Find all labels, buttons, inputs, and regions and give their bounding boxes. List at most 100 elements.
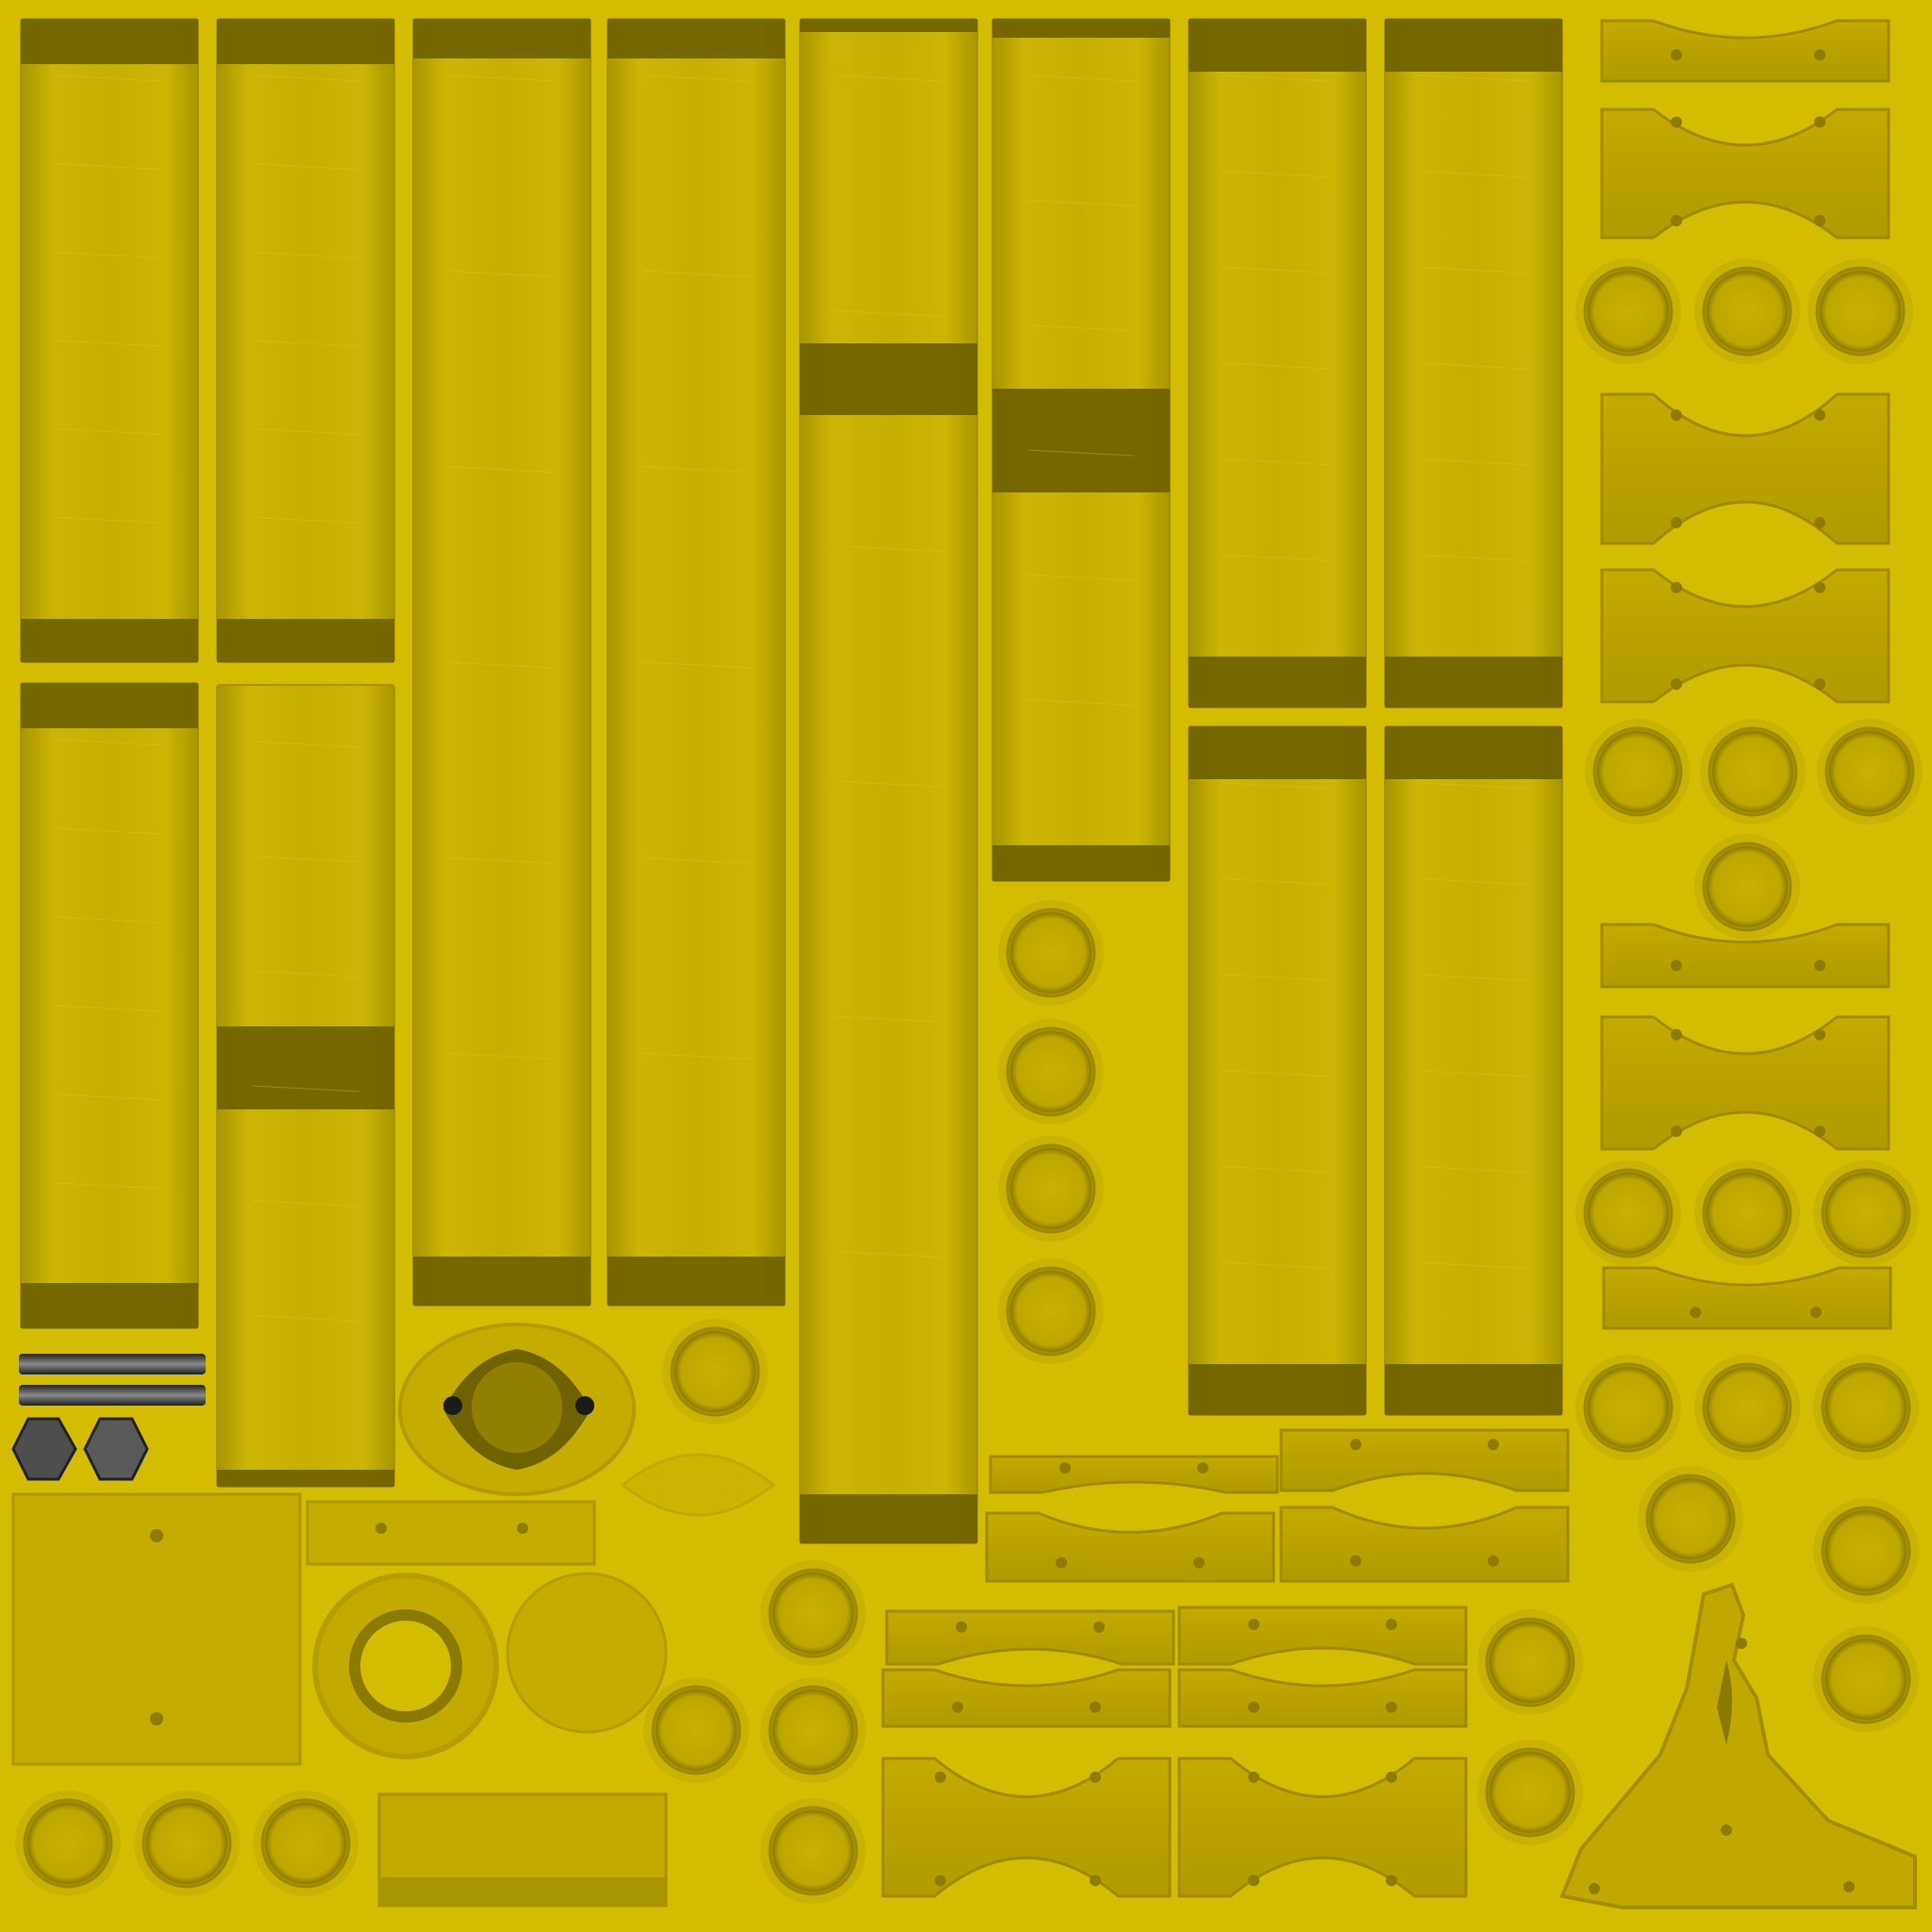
plank-scratch <box>252 741 359 748</box>
screw-hole <box>1671 959 1683 972</box>
plank-scratch <box>56 1182 163 1190</box>
plank-band <box>413 19 591 58</box>
screw-hole <box>1814 1028 1826 1041</box>
disc <box>1807 258 1913 364</box>
screw-hole <box>1385 1701 1397 1713</box>
disc-face <box>1702 266 1792 357</box>
plank-band <box>21 19 198 64</box>
screw-hole <box>1089 1771 1101 1783</box>
screw-hole <box>1671 678 1683 691</box>
plank-scratch <box>252 251 359 258</box>
plank-scratch <box>1224 1070 1331 1077</box>
plank-scratch <box>252 1085 359 1092</box>
plank <box>20 682 199 1329</box>
plank-band <box>1385 19 1562 72</box>
screw-hole <box>1671 581 1683 593</box>
screw-hole <box>1671 409 1683 422</box>
screw-hole <box>1814 959 1826 972</box>
plank-scratch <box>1027 449 1135 457</box>
plank-band <box>992 19 1170 38</box>
disc-face <box>1707 726 1798 817</box>
screw-hole <box>517 1523 528 1534</box>
plank-scratch <box>835 75 942 82</box>
disc <box>998 1136 1104 1241</box>
plank-scratch <box>1420 458 1527 466</box>
screw-hole <box>1671 516 1683 528</box>
plank-band <box>1189 657 1366 708</box>
disc <box>1817 719 1923 824</box>
plank-scratch <box>252 856 359 863</box>
plank <box>607 18 786 1307</box>
plank-scratch <box>448 661 556 669</box>
plank-scratch <box>252 1314 359 1322</box>
disc <box>1813 1160 1919 1266</box>
plank-body <box>20 18 199 663</box>
hex-nut <box>83 1417 149 1481</box>
plank-scratch <box>1224 1166 1331 1174</box>
plank-band <box>800 1494 977 1543</box>
plank-scratch <box>642 466 750 474</box>
disc-face <box>1824 726 1915 817</box>
disc-face <box>1592 726 1683 817</box>
plank-scratch <box>448 1053 556 1060</box>
plank-scratch <box>56 340 163 347</box>
screw-hole <box>1671 214 1683 226</box>
disc-face <box>1815 266 1906 357</box>
hex-nut <box>11 1417 77 1481</box>
screw-hole <box>1814 214 1826 226</box>
plank-scratch <box>1420 75 1527 82</box>
metal-bar <box>19 1354 206 1374</box>
disc <box>1585 719 1690 824</box>
bracket <box>985 1511 1275 1583</box>
bracket-plate <box>1600 19 1890 83</box>
screw-hole <box>150 1712 163 1725</box>
bracket-group <box>881 19 1892 1898</box>
plank-scratch <box>56 163 163 171</box>
plank-band <box>21 1283 198 1328</box>
plank-body <box>1384 18 1563 708</box>
metal-bar <box>19 1385 206 1406</box>
disc <box>1700 719 1806 824</box>
disc <box>998 1019 1104 1124</box>
plank-scratch <box>1420 171 1527 178</box>
plank-scratch <box>56 739 163 746</box>
plank-scratch <box>252 1200 359 1208</box>
bracket-plate <box>1600 108 1890 240</box>
bracket <box>1279 1506 1570 1583</box>
bracket-plate <box>1279 1428 1570 1492</box>
screw-hole <box>1671 49 1683 61</box>
plank <box>216 18 395 663</box>
plank-scratch <box>1027 199 1135 207</box>
disc-face <box>1821 1168 1911 1258</box>
plank-body <box>607 18 786 1307</box>
plank-scratch <box>642 1053 750 1060</box>
plank-scratch <box>1224 974 1331 981</box>
plank-group-left <box>20 18 786 1488</box>
plank-scratch <box>56 916 163 924</box>
plank-scratch <box>835 545 942 553</box>
plank-band <box>21 619 198 662</box>
screw-hole <box>934 1874 946 1887</box>
plank-scratch <box>448 857 556 864</box>
plank-scratch <box>1027 325 1135 332</box>
plank-scratch <box>1420 266 1527 274</box>
screw-hole <box>1671 1028 1683 1041</box>
disc-face <box>1006 908 1096 998</box>
screw-hole <box>1089 1874 1101 1887</box>
disc <box>760 1677 866 1783</box>
disc-face <box>1702 841 1792 932</box>
plank-scratch <box>835 780 942 788</box>
plank-scratch <box>56 251 163 258</box>
plank-band <box>1385 726 1562 779</box>
disc-face <box>768 1568 858 1658</box>
plank-scratch <box>56 516 163 524</box>
bracket-plate <box>1600 392 1890 545</box>
bracket-plate <box>1602 1266 1892 1330</box>
plank-band <box>1385 1364 1562 1415</box>
screw-hole <box>1248 1771 1260 1783</box>
plank-scratch <box>1420 1261 1527 1269</box>
disc <box>998 1258 1104 1364</box>
disc <box>1477 1609 1583 1715</box>
plank <box>216 684 395 1488</box>
screw-hole <box>1690 1307 1702 1319</box>
